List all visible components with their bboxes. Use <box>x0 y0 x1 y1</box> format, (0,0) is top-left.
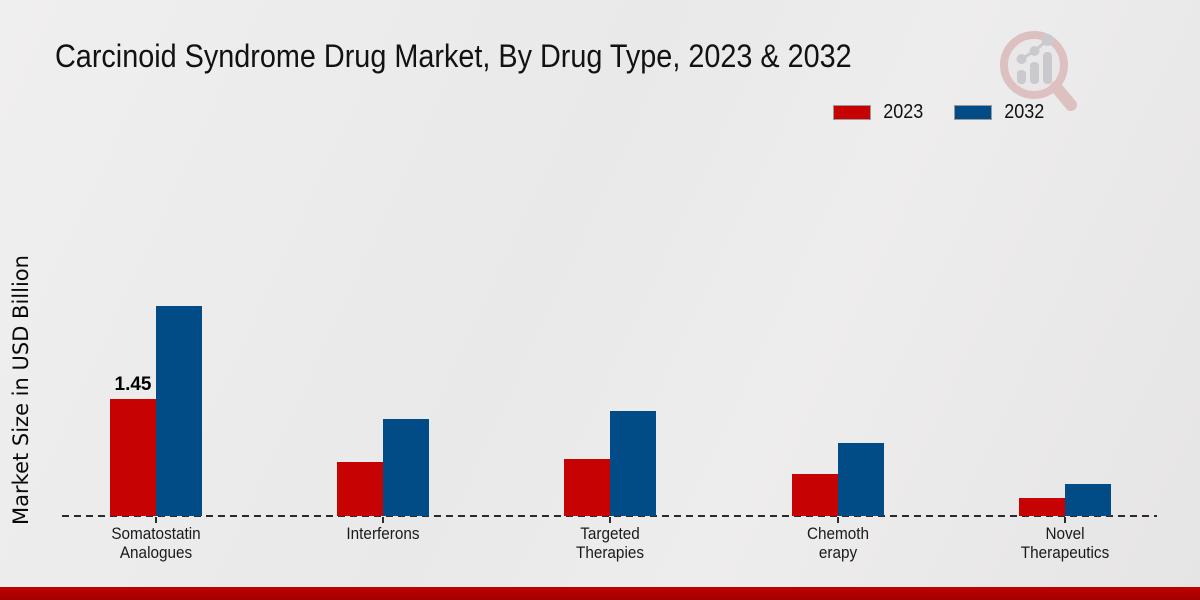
bar-2023-chemotherapy <box>792 474 838 516</box>
x-axis-tick-chemotherapy <box>837 517 839 523</box>
bar-2032-targeted-therapies <box>610 411 656 516</box>
legend-label-2032: 2032 <box>1003 101 1044 123</box>
bar-2032-somatostatin-analogues <box>156 306 202 516</box>
footer-bar <box>0 587 1200 600</box>
bar-2023-targeted-therapies <box>564 459 610 516</box>
legend-item-2023: 2023 <box>833 101 926 124</box>
category-label-targeted-therapies: Targeted Therapies <box>575 524 645 562</box>
bar-value-label: 1.45 <box>114 374 152 395</box>
bar-2023-somatostatin-analogues <box>110 399 156 516</box>
x-axis-tick-targeted-therapies <box>609 517 611 523</box>
x-axis-tick-somatostatin-analogues <box>155 517 157 523</box>
legend-label-2023: 2023 <box>883 101 924 123</box>
bar-2032-novel-therapeutics <box>1065 484 1111 516</box>
legend: 2023 2032 <box>833 101 1046 124</box>
bar-2023-interferons <box>337 462 383 516</box>
magnifier-bar-chart-logo <box>995 25 1080 115</box>
legend-swatch-2032 <box>953 105 992 120</box>
x-axis-line <box>62 515 1157 517</box>
category-label-interferons: Interferons <box>346 524 420 543</box>
category-label-novel-therapeutics: Novel Therapeutics <box>1020 524 1110 562</box>
legend-item-2032: 2032 <box>953 101 1047 124</box>
bar-2032-chemotherapy <box>838 443 884 516</box>
magnifier-bar-chart-icon <box>1000 31 1077 111</box>
x-axis-tick-interferons <box>382 517 384 523</box>
x-axis-tick-novel-therapeutics <box>1064 517 1066 523</box>
bar-2023-novel-therapeutics <box>1019 498 1065 516</box>
bar-2032-interferons <box>383 419 429 516</box>
category-label-somatostatin-analogues: Somatostatin Analogues <box>111 524 201 562</box>
legend-swatch-2023 <box>833 105 871 120</box>
category-label-chemotherapy: Chemoth erapy <box>806 524 870 562</box>
chart-title: Carcinoid Syndrome Drug Market, By Drug … <box>55 38 852 74</box>
